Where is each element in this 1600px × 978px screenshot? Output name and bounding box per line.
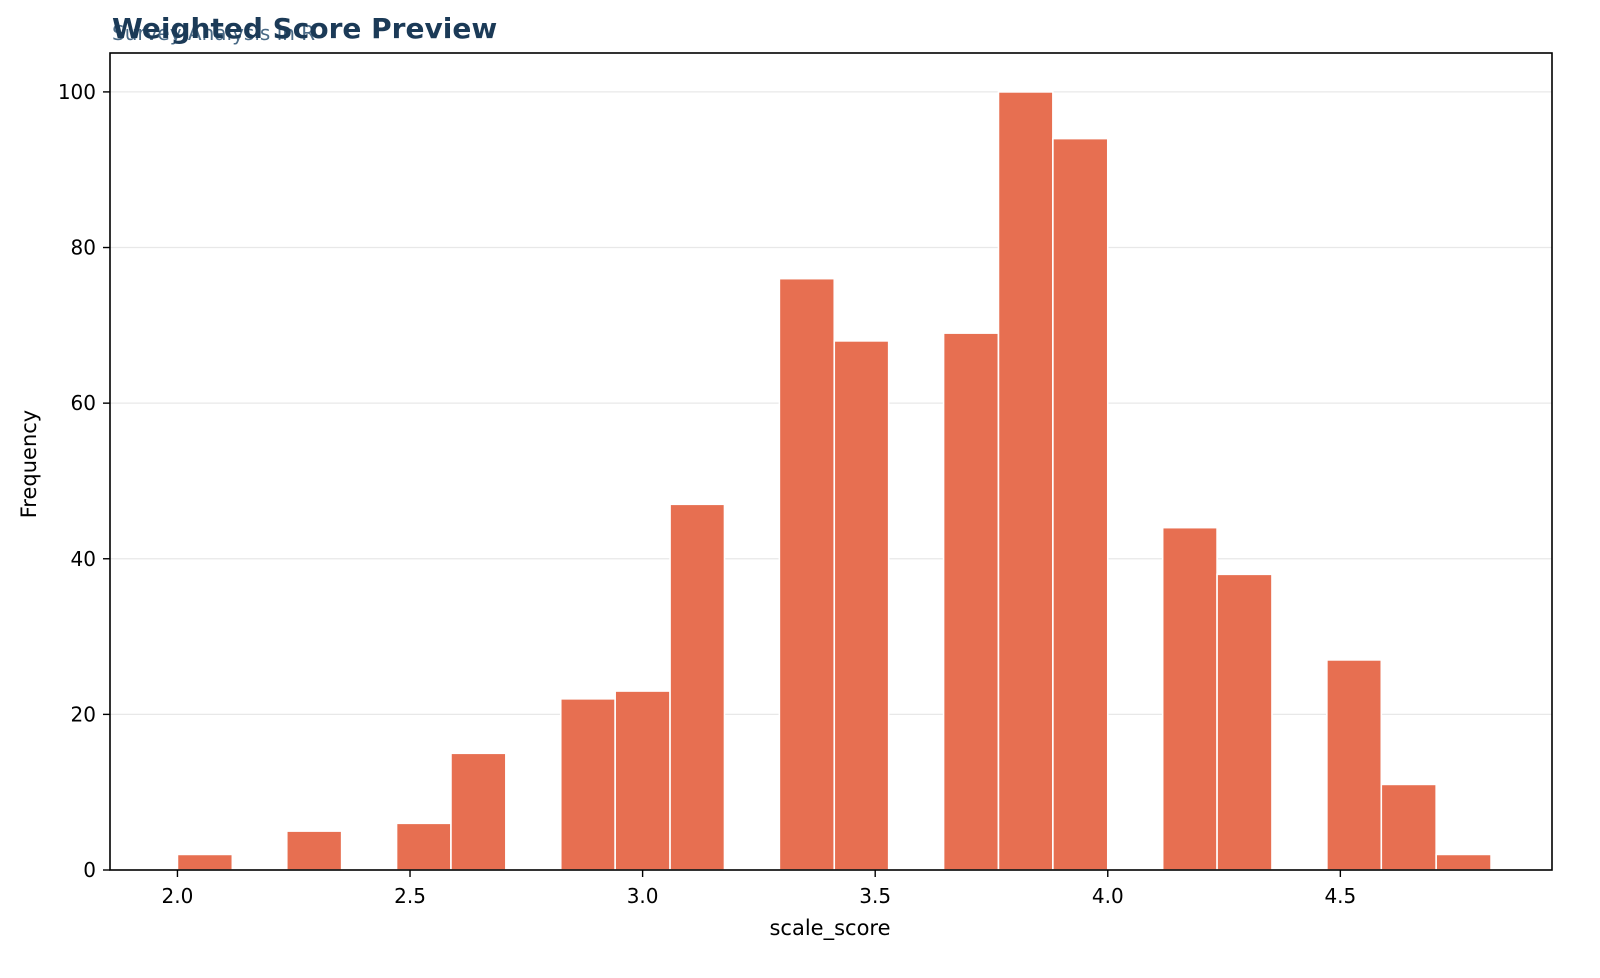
y-tick-label: 60	[71, 391, 96, 415]
chart-title: Weighted Score Preview	[112, 12, 497, 45]
x-axis-ticks: 2.0 2.5 3.0 3.5 4.0 4.5	[162, 870, 1356, 908]
x-tick-label: 4.0	[1092, 884, 1124, 908]
x-tick-label: 2.5	[394, 884, 426, 908]
histogram-bar	[559, 698, 616, 871]
histogram-bar	[1380, 783, 1437, 871]
histogram-bar	[1052, 137, 1109, 871]
x-tick-label: 4.5	[1324, 884, 1356, 908]
x-tick-label: 3.5	[859, 884, 891, 908]
histogram-bar	[1435, 853, 1492, 871]
histogram-bar	[1216, 573, 1273, 871]
plot-frame	[109, 52, 1553, 871]
histogram-bar	[1326, 659, 1383, 871]
histogram-bar	[1161, 526, 1218, 871]
histogram-bar	[614, 690, 671, 871]
x-tick-label: 3.0	[627, 884, 659, 908]
y-tick-label: 100	[58, 80, 96, 104]
histogram-bar	[942, 332, 1000, 871]
histogram-bar	[778, 277, 836, 871]
histogram-bar	[833, 340, 890, 871]
histogram-bar	[285, 830, 343, 871]
x-axis-label: scale_score	[769, 916, 890, 941]
y-axis-label: Frequency	[17, 410, 41, 519]
y-tick-label: 20	[71, 702, 96, 726]
histogram-bar	[176, 853, 234, 871]
histogram-bars	[176, 91, 1492, 871]
chart-subtitle: Survey Analysis in R	[112, 21, 315, 45]
histogram-bar	[395, 822, 452, 871]
histogram-bar	[669, 503, 726, 871]
y-tick-label: 80	[71, 236, 96, 260]
x-tick-label: 2.0	[162, 884, 194, 908]
y-tick-label: 40	[71, 547, 96, 571]
histogram-bar	[997, 91, 1054, 871]
y-tick-label: 0	[83, 858, 96, 882]
histogram-bar	[450, 752, 507, 871]
y-axis-ticks: 0 20 40 60 80 100	[58, 80, 110, 882]
